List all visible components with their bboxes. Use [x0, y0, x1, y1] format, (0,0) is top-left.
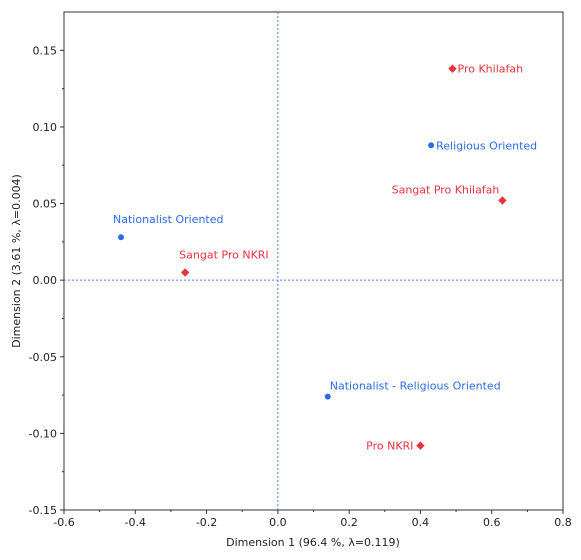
x-tick-label: -0.6 — [53, 516, 74, 529]
y-axis-title: Dimension 2 (3.61 %, λ=0.004) — [10, 174, 23, 348]
data-points: Nationalist Oriented Religious Oriented Na… — [113, 63, 537, 453]
y-tick-label: -0.15 — [29, 504, 57, 517]
point-nationalist-religious-oriented — [324, 393, 331, 400]
reference-lines — [64, 12, 563, 510]
x-tick-label: 0.2 — [340, 516, 358, 529]
label-pro-nkri: Pro NKRI — [366, 440, 413, 453]
point-pro-nkri — [416, 441, 425, 450]
y-tick-label: 0.00 — [33, 274, 58, 287]
label-religious-oriented: Religious Oriented — [436, 139, 537, 152]
y-tick-label: -0.10 — [29, 427, 57, 440]
x-tick-label: 0.6 — [483, 516, 501, 529]
y-axis: 0.15 0.10 0.05 0.00 -0.05 -0.10 -0.15 — [29, 44, 64, 517]
y-tick-label: 0.15 — [33, 44, 58, 57]
x-tick-label: 0.4 — [412, 516, 430, 529]
point-religious-oriented — [428, 142, 435, 149]
point-pro-khilafah — [448, 64, 457, 73]
label-pro-khilafah: Pro Khilafah — [458, 63, 524, 76]
point-nationalist-oriented — [118, 234, 125, 241]
label-sangat-pro-khilafah: Sangat Pro Khilafah — [392, 183, 500, 196]
y-tick-label: -0.05 — [29, 351, 57, 364]
x-tick-label: -0.4 — [125, 516, 146, 529]
y-tick-label: 0.05 — [33, 198, 58, 211]
point-sangat-pro-nkri — [180, 268, 190, 277]
x-tick-label: 0.8 — [554, 516, 572, 529]
label-nationalist-religious-oriented: Nationalist - Religious Oriented — [330, 380, 501, 393]
label-nationalist-oriented: Nationalist Oriented — [113, 213, 223, 226]
point-sangat-pro-khilafah — [498, 196, 507, 205]
x-axis: -0.6 -0.4 -0.2 0.0 0.2 0.4 0.6 0.8 — [53, 510, 572, 529]
x-tick-label: -0.2 — [196, 516, 217, 529]
label-sangat-pro-nkri: Sangat Pro NKRI — [179, 248, 269, 261]
plot-frame — [63, 11, 564, 511]
x-axis-title: Dimension 1 (96.4 %, λ=0.119) — [226, 536, 400, 549]
y-tick-label: 0.10 — [33, 121, 58, 134]
x-tick-label: 0.0 — [269, 516, 287, 529]
